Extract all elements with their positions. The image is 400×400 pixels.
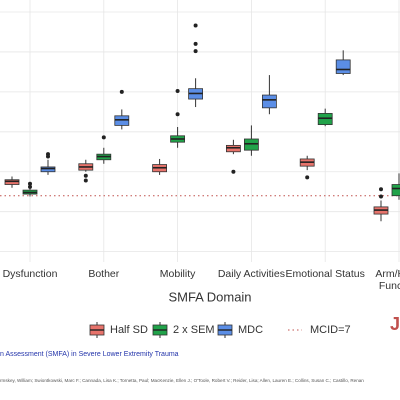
authors: rmskey, William; Swiontkowski, Marc F.; …	[0, 378, 364, 383]
outlier	[305, 175, 310, 180]
plot-panel	[0, 0, 400, 262]
outlier	[83, 173, 88, 178]
outlier	[193, 49, 198, 54]
outlier	[83, 178, 88, 183]
outlier	[193, 41, 198, 46]
legend-label: Half SD	[110, 324, 148, 336]
x-tick-label: Emotional Status	[286, 268, 365, 280]
outlier	[175, 89, 180, 94]
outlier	[379, 187, 383, 192]
x-tick-label: Bother	[88, 268, 119, 280]
x-tick-label: Dysfunction	[3, 268, 58, 280]
legend-label: MDC	[238, 324, 263, 336]
outlier	[175, 112, 180, 117]
outlier	[28, 184, 32, 189]
outlier	[379, 194, 383, 199]
outlier	[231, 169, 236, 174]
legend-label: 2 x SEM	[173, 324, 215, 336]
box	[335, 59, 351, 74]
logo: J	[390, 314, 400, 334]
x-tick-label: Arm/HandFunction	[375, 268, 400, 292]
outlier	[28, 181, 32, 186]
outlier	[101, 135, 106, 140]
caption: n Assessment (SMFA) in Severe Lower Extr…	[0, 351, 179, 358]
box	[261, 94, 277, 109]
outlier	[46, 154, 50, 159]
outlier	[193, 23, 198, 28]
legend-label: MCID=7	[310, 324, 351, 336]
x-tick-label: Mobility	[160, 268, 196, 280]
outlier	[119, 89, 124, 94]
x-axis-title: SMFA Domain	[168, 289, 251, 304]
x-tick-label: Daily Activities	[218, 268, 285, 280]
box	[391, 184, 400, 197]
